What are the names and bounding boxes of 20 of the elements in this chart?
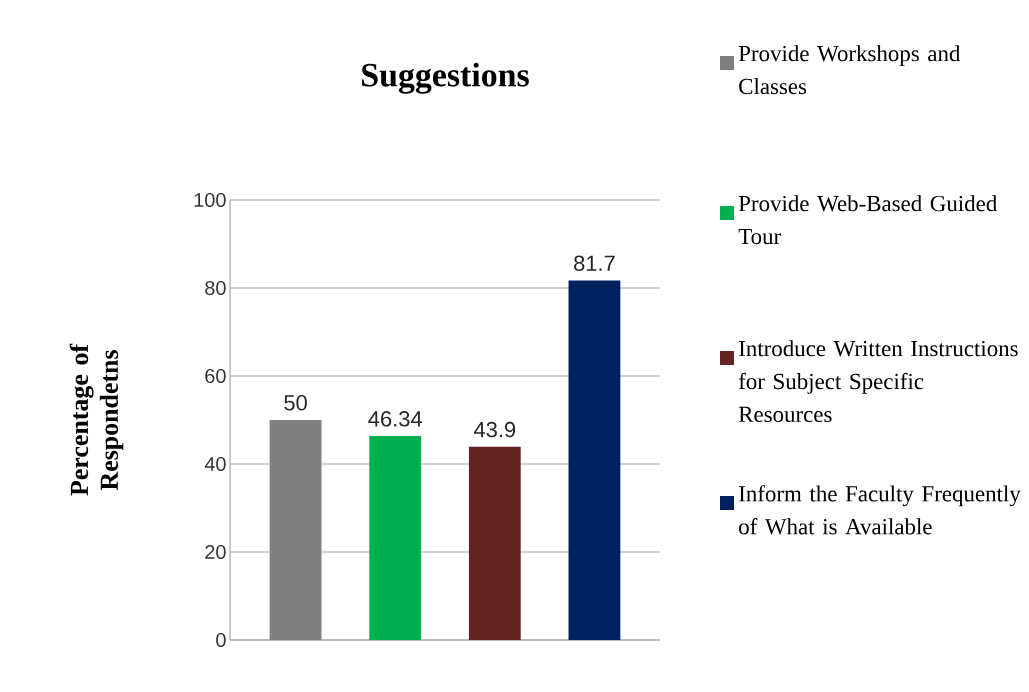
bar <box>468 446 521 640</box>
y-tick-label: 40 <box>204 456 226 472</box>
y-tick-label: 60 <box>205 368 226 384</box>
data-label: 43.9 <box>473 421 516 438</box>
y-tick-label: 80 <box>205 280 226 296</box>
legend-label: Provide Web-Based Guided Tour <box>738 195 998 245</box>
legend-label: Provide Workshops and Classes <box>738 45 961 95</box>
y-tick-label: 0 <box>216 632 226 648</box>
bar <box>369 436 422 640</box>
y-tick-label: 100 <box>194 192 226 208</box>
chart-title: Suggestions <box>362 62 529 94</box>
y-tick-label: 20 <box>205 544 226 560</box>
bar <box>269 420 322 640</box>
data-label: 81.7 <box>574 255 615 272</box>
data-label: 46.34 <box>368 411 422 427</box>
bar <box>568 280 621 640</box>
data-label: 50 <box>284 394 307 411</box>
legend-label: Introduce Written Instructions for Subject Specific Resources <box>738 340 1018 423</box>
legend-label: Inform the Faculty Frequently of What is Available <box>739 485 1021 535</box>
y-axis-title: Percentage of Respondetns <box>69 343 124 496</box>
